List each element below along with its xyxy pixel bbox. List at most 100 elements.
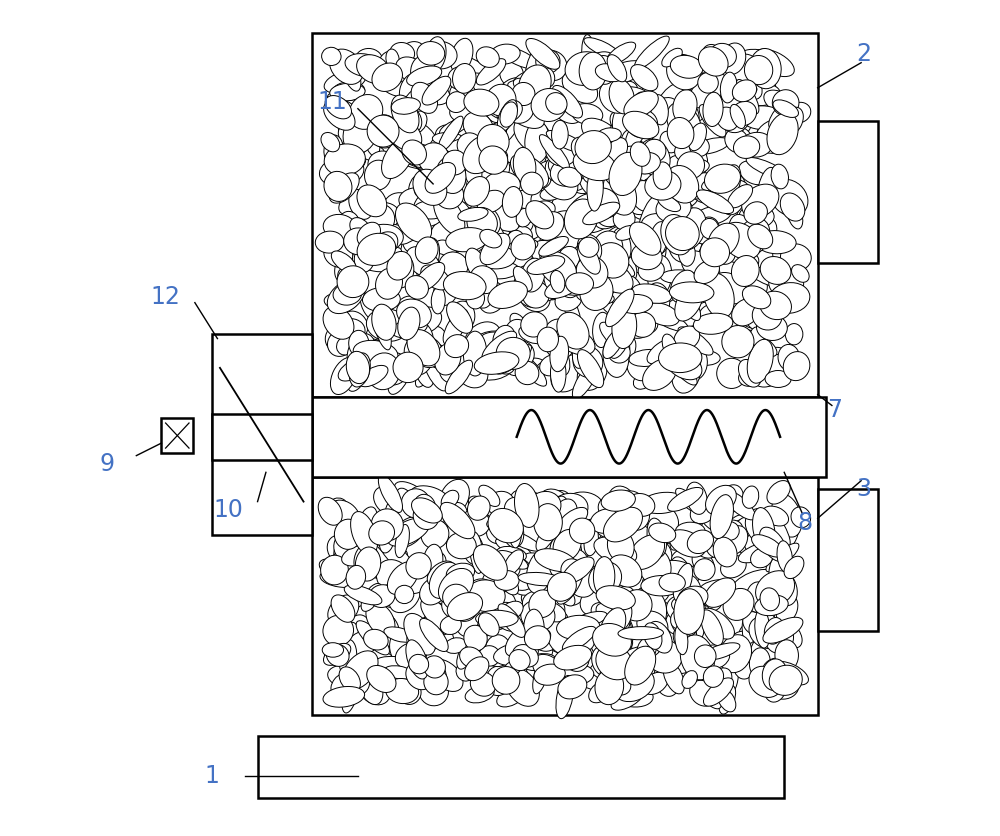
Ellipse shape [427,561,455,586]
Ellipse shape [700,515,731,546]
Ellipse shape [500,61,524,87]
Ellipse shape [462,509,490,536]
Ellipse shape [745,306,770,331]
Ellipse shape [379,528,395,553]
Ellipse shape [506,319,529,343]
Ellipse shape [758,167,778,209]
Ellipse shape [645,171,681,200]
Ellipse shape [423,41,457,69]
Ellipse shape [756,314,787,340]
Ellipse shape [583,141,609,162]
Ellipse shape [349,94,383,130]
Ellipse shape [488,676,510,696]
Ellipse shape [593,313,611,348]
Ellipse shape [442,150,467,175]
Ellipse shape [651,209,671,238]
Ellipse shape [323,214,356,239]
Ellipse shape [464,322,501,358]
Ellipse shape [491,201,513,228]
Ellipse shape [712,624,736,651]
Ellipse shape [329,500,360,528]
Ellipse shape [752,302,782,330]
Ellipse shape [354,544,379,579]
Ellipse shape [549,548,588,581]
Ellipse shape [402,118,437,146]
Ellipse shape [759,178,790,206]
Ellipse shape [719,508,753,546]
Ellipse shape [760,257,791,284]
Ellipse shape [706,668,732,696]
Ellipse shape [332,82,365,100]
Ellipse shape [554,583,575,606]
Ellipse shape [350,217,372,240]
Ellipse shape [744,286,763,311]
Ellipse shape [344,585,382,604]
Ellipse shape [354,260,388,299]
Ellipse shape [583,163,604,184]
Ellipse shape [595,669,624,705]
Ellipse shape [545,254,578,285]
Ellipse shape [465,227,490,271]
Ellipse shape [497,551,528,569]
Ellipse shape [729,240,773,273]
Ellipse shape [714,165,741,207]
Ellipse shape [689,73,726,108]
Ellipse shape [541,526,573,560]
Ellipse shape [329,49,363,84]
Ellipse shape [595,528,624,573]
Ellipse shape [395,585,414,604]
Ellipse shape [456,662,475,681]
Ellipse shape [531,241,566,268]
Ellipse shape [721,522,739,540]
Ellipse shape [749,648,770,677]
Ellipse shape [600,655,620,682]
Ellipse shape [538,226,566,263]
Ellipse shape [622,308,654,339]
Ellipse shape [523,553,546,567]
Ellipse shape [423,352,448,391]
Text: 8: 8 [798,511,813,534]
Ellipse shape [473,145,498,171]
Ellipse shape [455,513,490,536]
Ellipse shape [354,648,397,680]
Ellipse shape [566,273,594,294]
Ellipse shape [762,658,795,687]
Ellipse shape [487,592,516,630]
Ellipse shape [592,645,620,677]
Ellipse shape [414,263,445,292]
Ellipse shape [775,640,798,670]
Ellipse shape [652,290,689,322]
Ellipse shape [638,196,659,238]
Ellipse shape [390,630,421,669]
Ellipse shape [579,237,599,257]
Ellipse shape [551,270,590,295]
Ellipse shape [648,621,672,653]
Ellipse shape [436,159,467,195]
Ellipse shape [554,645,592,670]
Ellipse shape [460,647,483,668]
Ellipse shape [438,116,463,151]
Ellipse shape [456,508,481,548]
Ellipse shape [636,288,661,317]
Ellipse shape [728,185,753,208]
Ellipse shape [506,231,524,252]
Ellipse shape [525,120,549,163]
Ellipse shape [633,298,663,319]
Ellipse shape [673,176,701,199]
Ellipse shape [696,302,717,324]
Ellipse shape [670,635,694,665]
Ellipse shape [391,95,419,133]
Ellipse shape [397,661,413,686]
Ellipse shape [652,304,671,324]
Ellipse shape [379,50,407,78]
Ellipse shape [625,646,656,685]
Ellipse shape [334,531,365,562]
Ellipse shape [528,621,558,651]
Ellipse shape [402,342,424,361]
Ellipse shape [343,111,378,154]
Ellipse shape [654,663,679,696]
Ellipse shape [631,181,658,212]
Ellipse shape [695,645,739,671]
Ellipse shape [414,321,433,349]
Ellipse shape [757,604,782,638]
